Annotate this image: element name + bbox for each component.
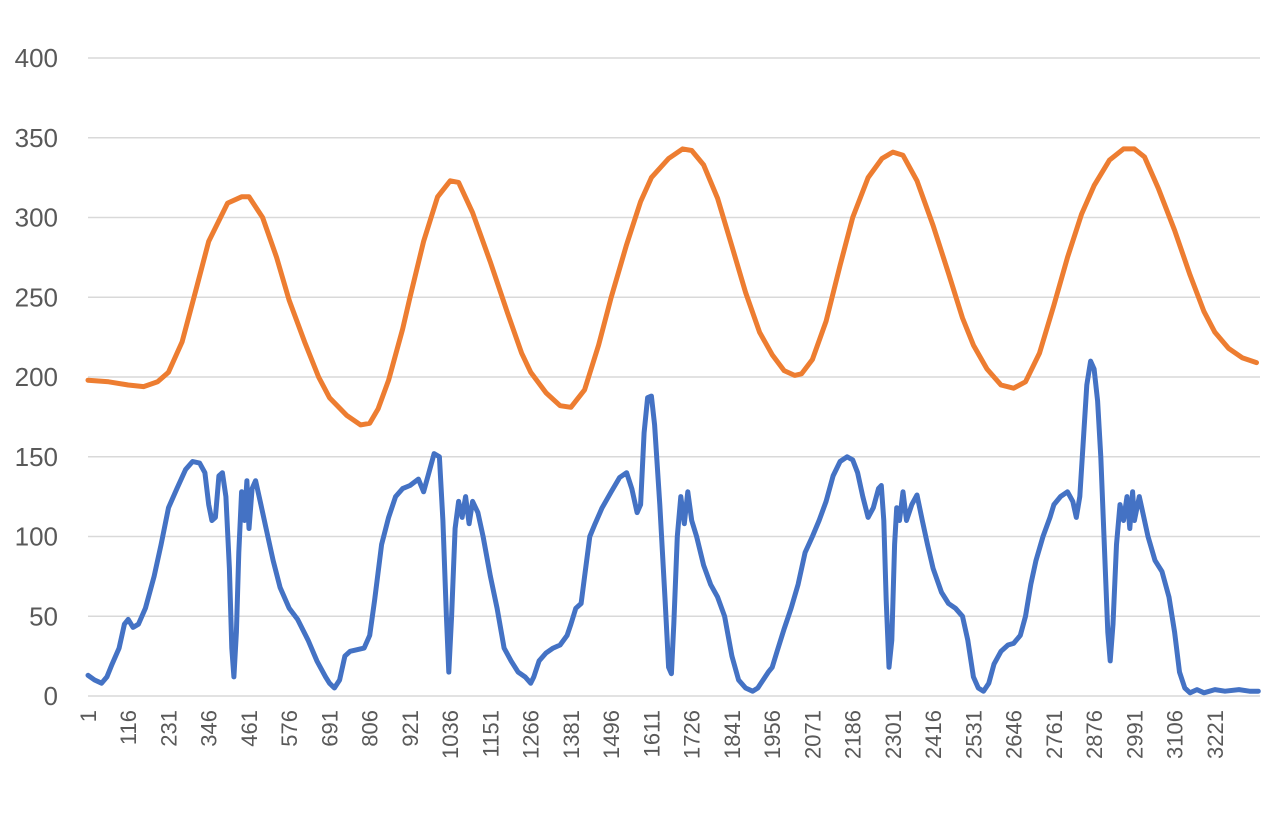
x-tick-label: 2416: [921, 710, 946, 759]
y-tick-label: 100: [15, 522, 58, 552]
y-tick-label: 250: [15, 282, 58, 312]
x-tick-label: 1381: [559, 710, 584, 759]
y-tick-label: 200: [15, 362, 58, 392]
x-tick-label: 1496: [599, 710, 624, 759]
x-tick-label: 1151: [478, 710, 503, 757]
x-tick-label: 231: [156, 710, 181, 747]
x-tick-label: 3106: [1163, 710, 1188, 759]
x-tick-label: 576: [277, 710, 302, 747]
series-line-2: [85, 358, 1261, 696]
y-axis-tick-labels: 0 50 100 150 200 250 300 350 400: [15, 43, 58, 711]
gridlines: [88, 57, 1260, 697]
x-tick-label: 2761: [1042, 710, 1067, 759]
x-tick-label: 2876: [1082, 710, 1107, 759]
x-tick-label: 806: [358, 710, 383, 747]
y-tick-label: 150: [15, 442, 58, 472]
y-tick-label: 400: [15, 43, 58, 73]
y-tick-label: 350: [15, 123, 58, 153]
x-tick-label: 2071: [800, 710, 825, 759]
x-tick-label: 116: [116, 710, 141, 745]
x-tick-label: 2991: [1122, 710, 1147, 759]
x-tick-label: 1726: [680, 710, 705, 759]
y-tick-label: 50: [29, 601, 58, 631]
x-tick-label: 2186: [841, 710, 866, 759]
x-tick-label: 1036: [438, 710, 463, 759]
x-tick-label: 921: [398, 710, 423, 747]
x-tick-label: 2531: [961, 710, 986, 759]
x-tick-label: 1611: [639, 710, 664, 757]
x-tick-label: 1956: [760, 710, 785, 759]
x-tick-label: 2301: [881, 710, 906, 759]
x-tick-label: 691: [317, 710, 342, 747]
series-line-1: [85, 146, 1259, 428]
series-lines: [85, 146, 1261, 696]
x-tick-label: 1: [76, 710, 101, 722]
x-tick-label: 1266: [519, 710, 544, 759]
x-tick-label: 461: [237, 710, 262, 747]
x-tick-label: 346: [197, 710, 222, 747]
x-tick-label: 3221: [1203, 710, 1228, 759]
x-tick-label: 2646: [1002, 710, 1027, 759]
y-tick-label: 300: [15, 203, 58, 233]
x-tick-label: 1841: [720, 710, 745, 759]
x-axis-tick-labels: 1 116 231 346 461 576 691 806 921 1036 1151 1266 138…: [76, 710, 1228, 759]
y-tick-label: 0: [44, 681, 58, 711]
